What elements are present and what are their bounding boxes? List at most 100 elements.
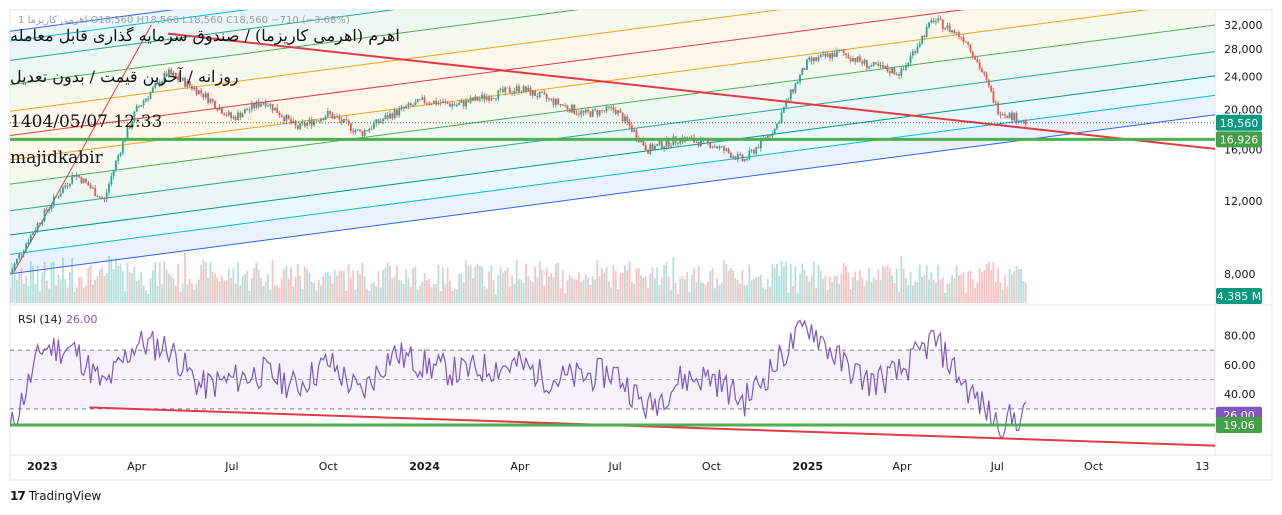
volume-bar [425, 280, 428, 303]
candle-body [799, 74, 801, 83]
volume-bar [108, 255, 110, 303]
candle-body [57, 196, 60, 198]
candle-body [363, 130, 366, 136]
volume-bar [241, 275, 244, 303]
volume-bar [667, 276, 670, 303]
rsi-legend[interactable]: RSI (14) 26.00 [18, 313, 97, 326]
candle-body [504, 87, 507, 93]
candle-body [225, 115, 228, 117]
volume-bar [184, 252, 186, 303]
volume-bar [990, 270, 993, 303]
candle-body [651, 144, 654, 151]
main-pane[interactable] [9, 0, 1215, 303]
volume-bar [478, 265, 481, 303]
candle-body [515, 86, 518, 91]
volume-bar [598, 276, 601, 303]
volume-bar [642, 277, 645, 303]
candle-body [303, 122, 306, 126]
candle-body [391, 113, 394, 119]
candle-body [177, 76, 180, 80]
candle-body [174, 73, 177, 77]
volume-bar [1015, 266, 1018, 303]
candle-body [983, 72, 986, 75]
time-axis[interactable]: 2023 Apr Jul Oct 2024 Apr Jul Oct 2025 Apr Jul Oct 1… [27, 460, 1209, 473]
volume-bar [163, 261, 166, 303]
volume-bar [515, 260, 518, 303]
candle-body [847, 55, 850, 59]
candle-body [370, 128, 373, 130]
volume-bar [16, 279, 18, 303]
volume-bar [449, 280, 451, 303]
candle-body [946, 25, 949, 29]
candle-body [782, 107, 785, 113]
candle-body [495, 98, 497, 100]
volume-bar [674, 282, 677, 303]
candle-body [10, 273, 11, 275]
candle-body [453, 104, 456, 106]
candle-body [207, 93, 209, 103]
volume-bar [884, 267, 887, 303]
volume-bar [571, 277, 573, 303]
candle-body [446, 101, 449, 104]
volume-bar [780, 261, 783, 303]
volume-bar [495, 294, 497, 303]
volume-bar [743, 285, 746, 303]
volume-bar [101, 267, 104, 303]
volume-bar [1006, 286, 1009, 303]
candle-body [792, 89, 794, 93]
candle-body [845, 53, 847, 56]
candle-body [1013, 113, 1016, 121]
rsi-pane[interactable] [10, 319, 1215, 447]
volume-bar [407, 278, 410, 303]
volume-bar [898, 292, 900, 303]
volume-bar [753, 278, 755, 303]
channel-line [10, 10, 579, 86]
volume-bar [50, 262, 53, 303]
volume-bar [644, 276, 647, 303]
volume-bar [987, 261, 990, 303]
volume-bar [727, 271, 730, 303]
candle-body [336, 116, 338, 118]
volume-bar [250, 278, 253, 303]
volume-bar [361, 262, 364, 303]
candle-body [195, 87, 198, 95]
candle-body [98, 197, 101, 198]
candle-body [227, 112, 230, 116]
volume-bar [80, 276, 83, 303]
volume-bar [720, 282, 723, 303]
candle-body [789, 89, 792, 100]
volume-bar [126, 263, 129, 303]
candle-body [273, 107, 276, 111]
volume-bar [347, 264, 350, 303]
candle-body [1006, 115, 1009, 118]
candle-body [490, 98, 493, 101]
channel-line [10, 114, 1215, 275]
volume-bar [545, 267, 548, 303]
volume-bar [400, 280, 403, 303]
volume-bar [119, 263, 122, 303]
volume-bar [845, 265, 847, 303]
candle-body [85, 178, 87, 183]
candle-body [170, 69, 173, 75]
volume-bar [840, 273, 843, 303]
volume-bar [25, 276, 28, 303]
candle-body [101, 197, 104, 199]
volume-bar [310, 281, 313, 303]
candle-body [248, 109, 251, 111]
tradingview-brand[interactable]: 17 TradingView [10, 489, 101, 503]
volume-bar [630, 281, 633, 303]
symbol-name[interactable]: اهرمی کاریزما [27, 15, 88, 26]
volume-bar [686, 272, 689, 303]
candle-body [329, 111, 332, 114]
timeframe[interactable]: 1 [18, 15, 25, 26]
volume-bar [20, 267, 23, 303]
price-axis[interactable]: 32,00028,00024,00020,00016,00012,0008,00… [1216, 19, 1263, 304]
volume-bar [170, 275, 173, 303]
volume-bar [292, 286, 295, 303]
channel-line [10, 94, 1215, 255]
candle-body [939, 18, 942, 20]
volume-bar [336, 275, 338, 303]
pitchfork-handle [13, 24, 152, 272]
volume-bar [232, 268, 235, 303]
